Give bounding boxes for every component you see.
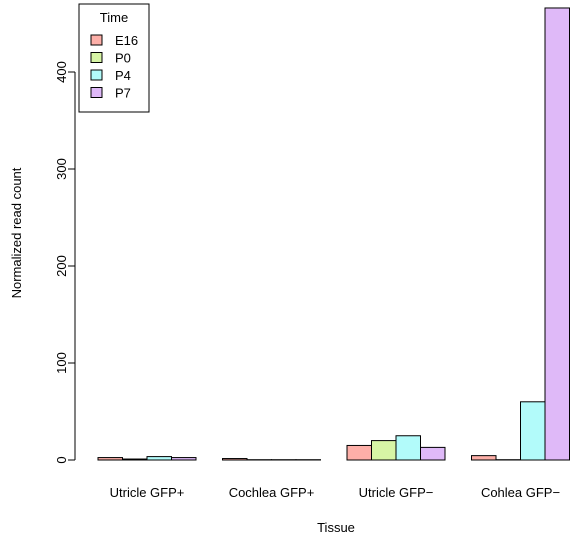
legend-swatch [90, 87, 103, 98]
bars-group [97, 7, 570, 461]
legend-swatch [90, 69, 103, 81]
y-tick-label: 0 [54, 456, 69, 463]
legend-label: P4 [115, 68, 131, 83]
y-tick-label: 300 [54, 158, 69, 180]
x-tick-label: Utricle GFP− [359, 485, 434, 500]
bar-e16-3 [346, 444, 372, 461]
x-tick-label: Cochlea GFP+ [229, 485, 315, 500]
x-tick-label: Cohlea GFP− [481, 485, 560, 500]
x-tick-labels: Utricle GFP+ Cochlea GFP+ Utricle GFP− Cohl… [110, 485, 560, 500]
bar-p4-4 [520, 401, 546, 461]
bar-p4-1 [146, 456, 172, 461]
y-tick-label: 200 [54, 255, 69, 277]
legend-swatch [90, 34, 103, 46]
bar-p7-3 [420, 446, 446, 461]
legend-label: E16 [115, 33, 138, 48]
bar-p0-1 [122, 458, 148, 461]
bar-p7-1 [171, 457, 197, 461]
legend-label: P0 [115, 51, 131, 66]
bar-p0-3 [371, 440, 397, 461]
bar-p4-3 [395, 435, 421, 461]
legend-items: E16 P0 P4 P7 [90, 33, 138, 101]
y-axis: 0 100 200 300 400 [54, 61, 76, 464]
bar-p7-4 [544, 7, 570, 461]
legend-title: Time [100, 10, 128, 25]
legend-label: P7 [115, 86, 131, 101]
y-tick-label: 400 [54, 61, 69, 83]
legend: Time E16 P0 P4 P7 [78, 3, 150, 113]
x-tick-label: Utricle GFP+ [110, 485, 185, 500]
y-axis-title: Normalized read count [9, 167, 24, 298]
bar-e16-2 [222, 458, 248, 461]
x-axis-title: Tissue [317, 520, 355, 535]
legend-swatch [90, 52, 103, 63]
y-tick-label: 100 [54, 352, 69, 374]
y-ticks: 0 100 200 300 400 [54, 61, 75, 464]
bar-e16-1 [97, 457, 123, 461]
bar-e16-4 [471, 455, 497, 461]
